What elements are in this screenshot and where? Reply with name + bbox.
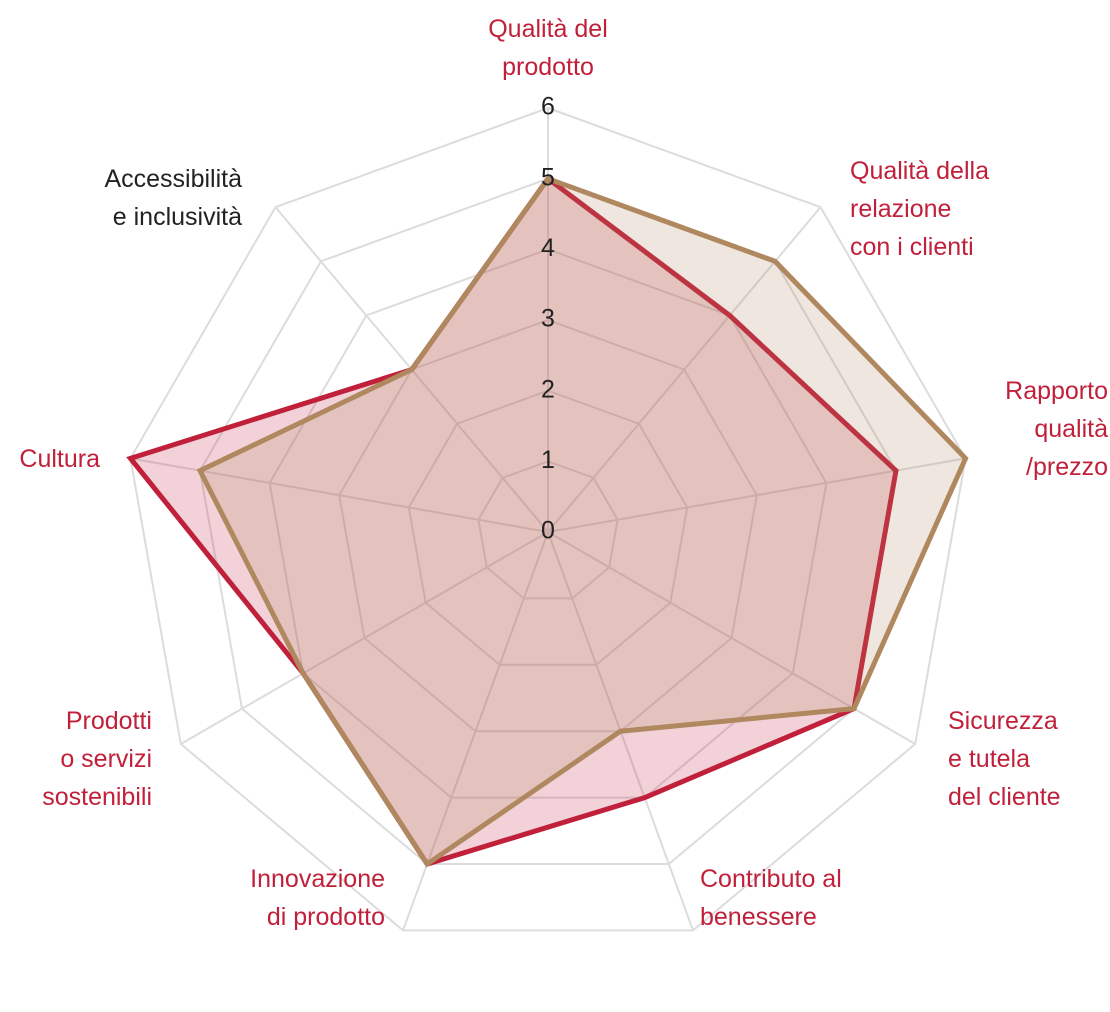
grid-ring (198, 177, 898, 866)
axis-label: Qualità del prodotto (488, 15, 608, 81)
axis-label-line: Qualità della (850, 157, 989, 185)
axis-label-line: Contributo al (700, 865, 842, 893)
tick-label: 6 (541, 93, 555, 121)
axis-label-line: Qualità del (488, 15, 608, 43)
axis-label-line: e tutela (948, 745, 1030, 773)
axis-label: Innovazione di prodotto (250, 865, 385, 931)
axis-label-line: di prodotto (267, 903, 385, 931)
axis-label: Qualità della relazione con i clienti (850, 157, 989, 261)
tick-label: 1 (541, 446, 555, 474)
tick-label: 5 (541, 163, 555, 191)
axis-label-line: Cultura (19, 445, 100, 473)
axis-label-line: Rapporto (1005, 377, 1108, 405)
tick-label: 3 (541, 305, 555, 333)
series-area (126, 175, 899, 867)
axis-label-line: e inclusività (113, 203, 242, 231)
grid-ring (129, 106, 967, 932)
axis-label-line: con i clienti (850, 233, 974, 261)
axis-label-line: Sicurezza (948, 707, 1058, 735)
grid-ring (407, 389, 689, 666)
axis-label-line: Innovazione (250, 865, 385, 893)
axis-label: Accessibilità e inclusività (104, 165, 242, 231)
tick-label: 0 (541, 517, 555, 545)
axis-label-line: relazione (850, 195, 951, 223)
axis-label: Contributo al benessere (700, 865, 842, 931)
axis-label: Rapporto qualità/prezzo (1005, 377, 1108, 481)
tick-label: 4 (541, 234, 555, 262)
axis-label: Prodotti o servizi sostenibili (42, 707, 152, 811)
axis-label-line: del cliente (948, 783, 1061, 811)
axis-label-line: benessere (700, 903, 817, 931)
axis-label: Cultura (19, 445, 100, 473)
axis-label: Sicurezza e tutela del cliente (948, 707, 1061, 811)
axis-label-line: sostenibili (42, 783, 152, 811)
tick-label: 2 (541, 375, 555, 403)
axis-label-line: prodotto (502, 53, 594, 81)
axis-label-line: Accessibilità (104, 165, 242, 193)
grid-ring (338, 318, 758, 733)
grid-ring (477, 460, 619, 600)
spoke (180, 531, 549, 745)
series-area (196, 175, 969, 868)
axis-label-line: /prezzo (1026, 453, 1108, 481)
axis-label-line: qualità (1034, 415, 1108, 443)
axis-label-line: Prodotti (66, 707, 152, 735)
axis-label-line: o servizi (60, 745, 152, 773)
